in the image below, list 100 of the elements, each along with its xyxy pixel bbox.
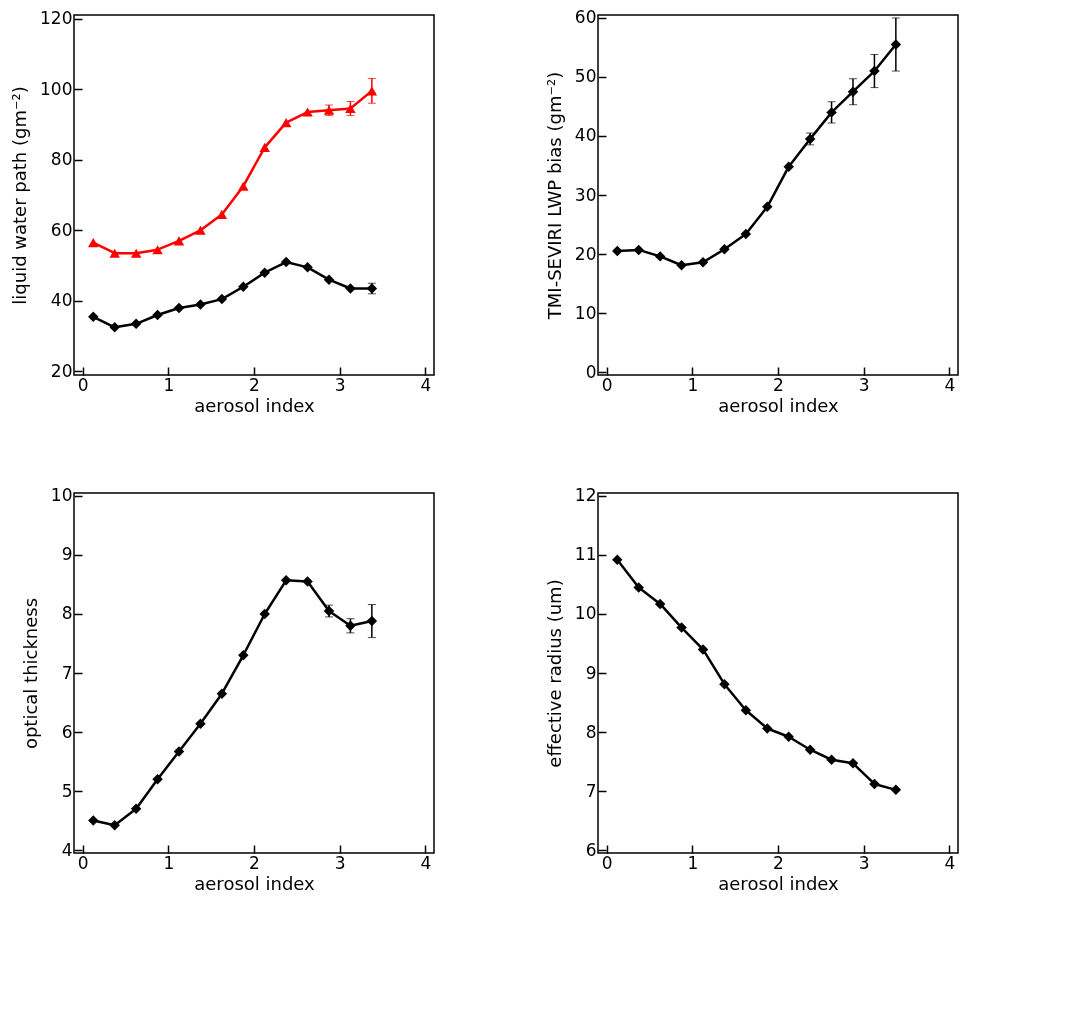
y-tick-label: 30: [574, 184, 597, 205]
x-tick-label: 0: [601, 374, 613, 395]
point: [345, 283, 356, 294]
point: [173, 302, 185, 314]
y-tick-label: 6: [585, 839, 597, 860]
point: [259, 142, 270, 152]
point: [676, 622, 687, 633]
x-tick-label: 3: [858, 852, 870, 873]
y-tick-label: 8: [61, 603, 73, 624]
point: [195, 718, 206, 729]
point: [280, 575, 292, 586]
point: [130, 803, 142, 814]
point: [740, 228, 752, 240]
point: [890, 784, 902, 796]
y-axis-title: liquid water path (gm⁻²): [9, 86, 31, 305]
point: [302, 576, 313, 587]
point: [238, 181, 249, 191]
point: [869, 778, 880, 790]
x-tick-label: 3: [858, 374, 870, 395]
point: [109, 820, 120, 831]
y-tick-label: 100: [40, 78, 73, 99]
x-tick-label: 4: [944, 374, 956, 395]
point: [783, 161, 794, 172]
y-tick-label: 9: [61, 544, 73, 565]
point: [826, 107, 837, 118]
point: [654, 251, 666, 262]
point: [130, 248, 142, 258]
x-axis-title: aerosol index: [194, 394, 316, 416]
point: [130, 318, 142, 330]
x-tick-label: 1: [687, 374, 699, 395]
point: [654, 598, 666, 610]
y-tick-label: 0: [585, 361, 597, 382]
point: [633, 582, 644, 593]
x-tick-label: 1: [163, 374, 175, 395]
point: [302, 262, 313, 273]
x-tick-label: 2: [249, 852, 260, 873]
x-tick-label: 4: [420, 374, 432, 395]
x-tick-label: 0: [77, 852, 89, 873]
y-tick-label: 10: [574, 603, 597, 624]
point: [152, 245, 163, 255]
x-axis-title: aerosol index: [718, 394, 840, 416]
point: [697, 644, 709, 655]
y-tick-label: 12: [574, 485, 597, 506]
point: [612, 554, 623, 565]
x-tick-label: 1: [163, 852, 175, 873]
x-axis-title: aerosol index: [718, 872, 840, 894]
y-tick-label: 6: [61, 721, 73, 742]
point: [88, 238, 99, 248]
point: [259, 608, 270, 620]
point: [216, 293, 228, 305]
y-tick-label: 60: [50, 219, 73, 240]
point: [88, 311, 99, 323]
y-tick-label: 10: [50, 485, 73, 506]
point: [762, 201, 773, 213]
y-tick-label: 4: [61, 839, 73, 860]
point: [195, 225, 206, 235]
point: [173, 746, 185, 757]
point: [847, 758, 859, 769]
x-tick-label: 4: [420, 852, 432, 873]
point: [238, 281, 249, 293]
point: [719, 244, 730, 255]
point: [280, 118, 292, 128]
point: [826, 754, 837, 765]
point: [152, 773, 163, 785]
x-tick-label: 4: [944, 852, 956, 873]
x-tick-label: 2: [249, 374, 260, 395]
point: [633, 244, 644, 256]
point: [152, 309, 163, 321]
y-tick-label: 50: [574, 66, 597, 87]
x-tick-label: 2: [773, 852, 784, 873]
x-tick-label: 1: [687, 852, 699, 873]
x-tick-label: 2: [773, 374, 784, 395]
x-tick-label: 0: [601, 852, 613, 873]
point: [612, 245, 623, 257]
y-tick-label: 40: [50, 290, 73, 311]
y-tick-label: 120: [40, 8, 73, 29]
y-tick-label: 10: [574, 302, 597, 323]
y-axis-title: effective radius (um): [543, 579, 565, 768]
point: [216, 688, 228, 699]
y-tick-label: 40: [574, 125, 597, 146]
point: [259, 267, 270, 278]
y-tick-label: 7: [61, 662, 73, 683]
point: [302, 107, 313, 117]
x-tick-label: 0: [77, 374, 89, 395]
point: [740, 704, 752, 716]
y-tick-label: 7: [585, 780, 597, 801]
point: [109, 248, 120, 258]
point: [783, 731, 794, 742]
x-tick-label: 3: [334, 374, 346, 395]
point: [697, 257, 709, 268]
point: [88, 815, 99, 826]
y-tick-label: 20: [574, 243, 597, 264]
point: [719, 678, 730, 690]
x-axis-title: aerosol index: [194, 872, 316, 894]
point: [323, 274, 335, 285]
point: [109, 322, 120, 333]
point: [173, 236, 185, 246]
y-tick-label: 20: [50, 360, 73, 381]
y-tick-label: 8: [585, 721, 597, 742]
point: [280, 256, 292, 268]
